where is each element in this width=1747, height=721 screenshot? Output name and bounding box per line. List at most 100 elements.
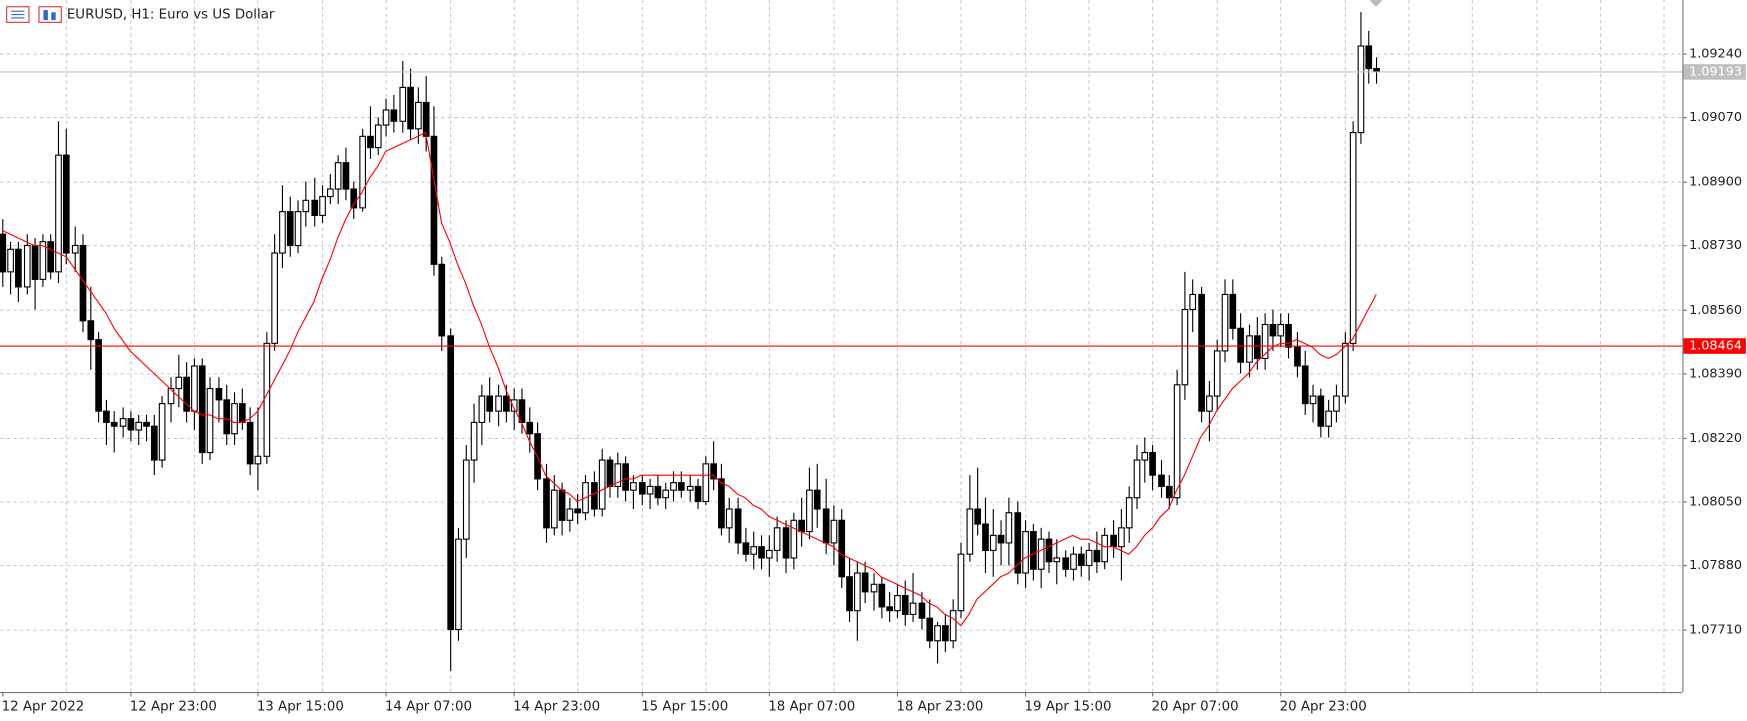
candle-body: [989, 534, 997, 551]
candle-body: [798, 519, 805, 533]
candle-body: [294, 211, 302, 247]
candle-body: [1253, 335, 1261, 359]
candle-body: [1277, 324, 1285, 337]
marks: [0, 12, 1380, 671]
candle-body: [734, 508, 742, 544]
candle-body: [31, 244, 39, 280]
candle-body: [71, 244, 79, 254]
y-tick-label: 1.08560: [1689, 303, 1742, 318]
candle-body: [1333, 395, 1340, 412]
candle-body: [543, 478, 550, 529]
candle-body: [918, 602, 926, 619]
x-tick-label: 18 Apr 07:00: [768, 699, 855, 714]
candle-body: [478, 395, 486, 423]
candle-body: [966, 508, 974, 555]
candle-body: [622, 463, 629, 491]
candle-body: [246, 421, 254, 465]
y-tick-label: 1.08050: [1689, 494, 1742, 509]
candle-body: [495, 395, 502, 412]
candle-body: [342, 162, 350, 190]
candle-body: [765, 549, 773, 559]
candle-body: [614, 463, 622, 487]
candle-body: [949, 610, 957, 642]
candle-body: [231, 403, 238, 435]
candle-body: [574, 508, 582, 514]
x-tick-label: 18 Apr 23:00: [896, 699, 983, 714]
x-tick-label: 15 Apr 15:00: [641, 699, 728, 714]
header-icons: [6, 6, 62, 23]
candle-body: [1037, 538, 1045, 570]
candle-body: [382, 109, 390, 126]
candle-body: [1165, 485, 1173, 499]
candle-body: [158, 403, 166, 461]
candle-body: [1173, 384, 1181, 499]
candle-body: [62, 154, 70, 254]
candle-body: [646, 485, 654, 495]
candle-body: [1053, 557, 1061, 563]
candle-body: [830, 519, 838, 544]
candle-body: [838, 519, 846, 578]
candle-body: [135, 421, 143, 431]
candle-body: [1093, 549, 1101, 563]
candle-body: [238, 403, 246, 423]
x-tick-label: 14 Apr 23:00: [513, 699, 600, 714]
candle-body: [510, 399, 518, 412]
price-level-tag: 1.09193: [1689, 64, 1742, 79]
candle-body: [279, 211, 286, 254]
candle-body: [486, 395, 494, 412]
candle-body: [638, 482, 646, 495]
candle-body: [7, 248, 14, 273]
candle-body: [886, 606, 893, 612]
candle-body: [654, 485, 662, 499]
candle-body: [1077, 553, 1085, 567]
candle-body: [167, 387, 175, 405]
candle-body: [438, 263, 446, 337]
candle-body: [1110, 534, 1117, 548]
y-tick-label: 1.08900: [1689, 175, 1742, 190]
candle-body: [566, 508, 574, 521]
candle-body: [23, 244, 31, 288]
candle-body: [127, 418, 135, 431]
candle-body: [870, 583, 878, 593]
candle-body: [1181, 308, 1189, 386]
candle-body: [1294, 346, 1301, 367]
x-tick-label: 12 Apr 2022: [2, 699, 85, 714]
candle-body: [1189, 293, 1197, 311]
candle-body: [957, 553, 965, 612]
candle-body: [422, 101, 430, 137]
chart-title: EURUSD, H1: Euro vs US Dollar: [67, 8, 275, 23]
candle-body: [407, 86, 414, 130]
candle-body: [718, 478, 725, 529]
candle-body: [1373, 68, 1380, 72]
y-tick-label: 1.08390: [1689, 366, 1742, 381]
candle-body: [455, 538, 462, 631]
candle-body: [399, 86, 407, 122]
candle-body: [1141, 451, 1149, 461]
x-tick-label: 14 Apr 07:00: [385, 699, 472, 714]
candle-body: [558, 489, 566, 521]
candle-body: [1301, 365, 1309, 405]
icon-bar: [43, 10, 48, 21]
candle-body: [447, 335, 455, 631]
candle-body: [909, 602, 917, 615]
candle-body: [686, 485, 694, 491]
candle-body: [926, 617, 934, 642]
y-tick-label: 1.09240: [1689, 47, 1742, 62]
candle-body: [550, 489, 558, 529]
candle-body: [526, 421, 534, 435]
candle-body: [773, 527, 781, 551]
candle-body: [415, 101, 422, 130]
candle-body: [87, 320, 95, 341]
candle-body: [1285, 324, 1292, 348]
candle-body: [470, 421, 478, 461]
candle-body: [367, 135, 374, 149]
candle-body: [110, 421, 118, 427]
y-tick-label: 1.08730: [1689, 238, 1742, 253]
candle-body: [1269, 324, 1277, 337]
candle-body: [1342, 342, 1349, 397]
candle-body: [198, 365, 206, 454]
candle-body: [790, 519, 798, 559]
shift-marker: [1369, 0, 1383, 7]
candle-body: [47, 241, 55, 273]
